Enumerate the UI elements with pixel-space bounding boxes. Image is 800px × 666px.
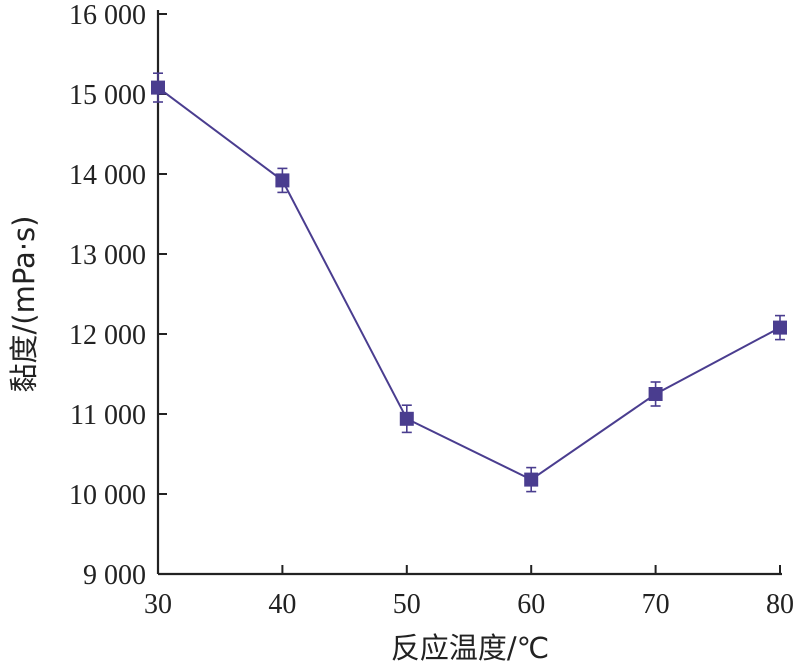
x-tick-label: 30 xyxy=(144,589,172,620)
x-axis-ticks: 30 40 50 60 70 80 xyxy=(144,565,794,620)
data-series xyxy=(151,72,787,493)
x-tick-label: 80 xyxy=(766,589,794,620)
y-tick-label: 16 000 xyxy=(69,0,146,31)
x-axis-label: 反应温度/℃ xyxy=(391,631,549,665)
y-tick-label: 15 000 xyxy=(69,80,146,111)
y-tick-label: 14 000 xyxy=(69,160,146,191)
y-tick-label: 9 000 xyxy=(83,560,146,591)
x-tick-label: 60 xyxy=(517,589,545,620)
y-tick-label: 10 000 xyxy=(69,480,146,511)
axes xyxy=(156,10,782,576)
x-tick-label: 70 xyxy=(642,589,670,620)
data-point-marker xyxy=(524,472,539,487)
y-tick-label: 13 000 xyxy=(69,240,146,271)
data-point-marker xyxy=(275,173,290,188)
data-point-marker xyxy=(648,387,663,401)
x-tick-label: 50 xyxy=(393,589,421,620)
y-axis-ticks: 9 000 10 000 11 000 12 000 13 000 14 000 15 00… xyxy=(69,0,167,591)
y-tick-label: 11 000 xyxy=(70,400,146,431)
data-point-marker xyxy=(773,320,787,335)
y-axis-label: 黏度/(mPa·s) xyxy=(7,216,41,393)
data-point-marker xyxy=(399,411,414,426)
y-tick-label: 12 000 xyxy=(69,320,146,351)
series-line xyxy=(157,86,781,481)
x-tick-label: 40 xyxy=(268,589,296,620)
data-point-marker xyxy=(151,80,165,95)
